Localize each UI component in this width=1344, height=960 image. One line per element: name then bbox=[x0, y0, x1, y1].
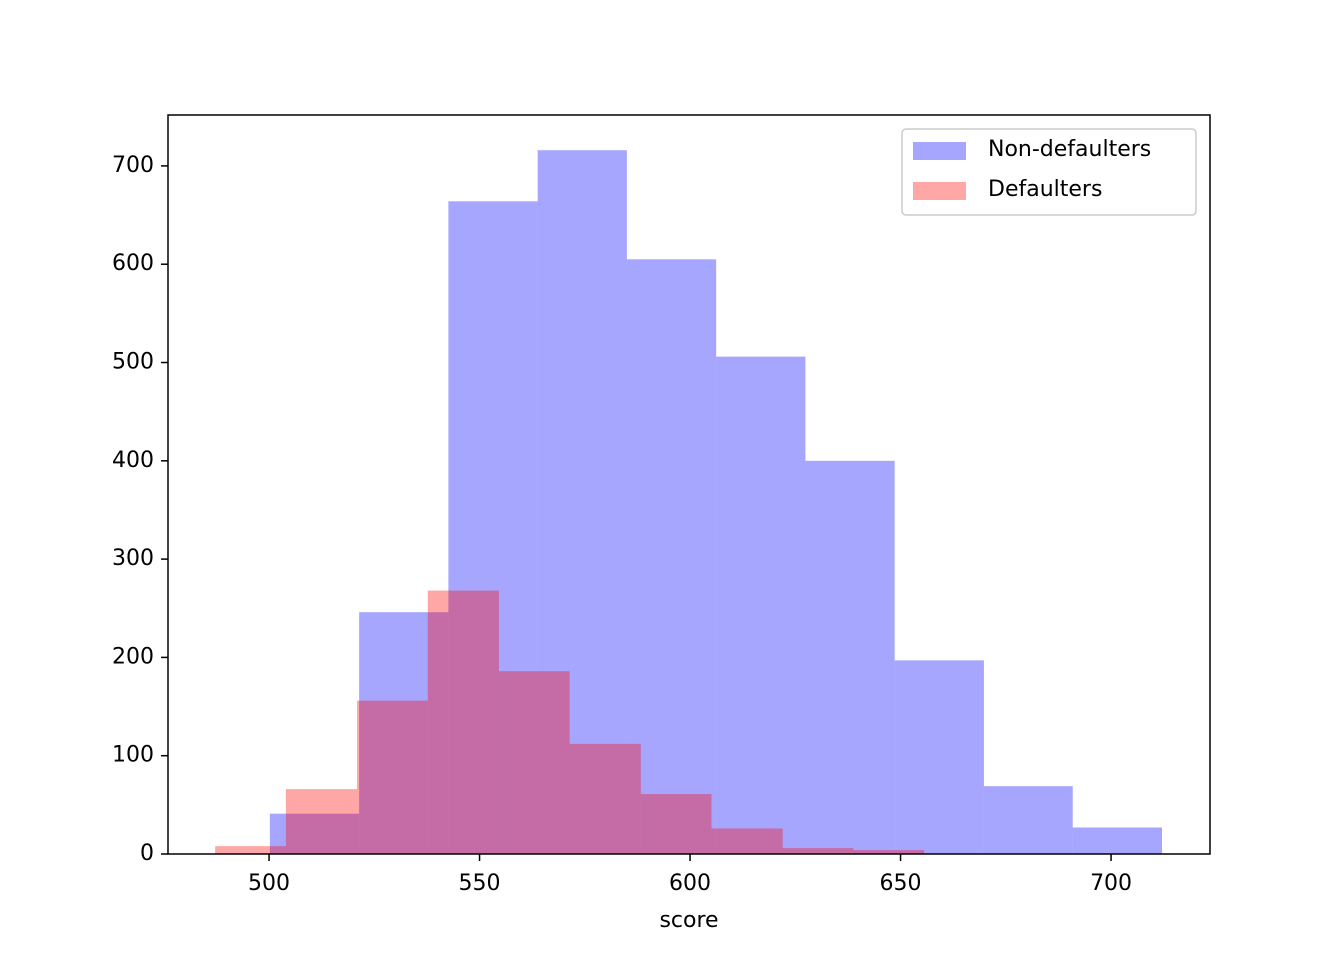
histogram-bar bbox=[569, 743, 641, 854]
histogram-bar bbox=[711, 828, 783, 854]
y-tick-label: 600 bbox=[112, 251, 154, 276]
plot-frame bbox=[167, 114, 1211, 855]
legend-swatch bbox=[913, 142, 966, 160]
legend-label: Defaulters bbox=[988, 177, 1102, 202]
histogram-bar bbox=[782, 848, 854, 854]
histogram-bar bbox=[640, 794, 712, 854]
y-tick-label: 0 bbox=[140, 841, 154, 866]
x-tick-label: 600 bbox=[669, 871, 711, 896]
y-tick-label: 300 bbox=[112, 546, 154, 571]
histogram-bar bbox=[269, 813, 360, 854]
x-tick-label: 550 bbox=[459, 871, 501, 896]
x-axis-label: score bbox=[659, 908, 718, 933]
y-tick-label: 100 bbox=[112, 743, 154, 768]
histogram-bar bbox=[357, 700, 428, 854]
x-tick-label: 500 bbox=[248, 871, 290, 896]
histogram-bar bbox=[805, 460, 895, 854]
histogram-bar bbox=[853, 850, 925, 854]
histogram-bar bbox=[359, 612, 449, 854]
histogram-bar bbox=[894, 660, 984, 854]
legend-swatch bbox=[913, 182, 966, 200]
legend-box bbox=[901, 128, 1197, 216]
legend-label: Non-defaulters bbox=[988, 137, 1151, 162]
y-tick-label: 200 bbox=[112, 644, 154, 669]
histogram-bar bbox=[427, 590, 499, 854]
x-tick-label: 700 bbox=[1090, 871, 1132, 896]
histogram-bar bbox=[716, 356, 806, 854]
y-tick-label: 700 bbox=[112, 153, 154, 178]
histogram-bar bbox=[285, 789, 358, 854]
histogram-bar bbox=[626, 259, 717, 854]
histogram-bar bbox=[983, 786, 1073, 854]
histogram-bar bbox=[215, 846, 286, 854]
y-tick-label: 400 bbox=[112, 448, 154, 473]
histogram-bar bbox=[1072, 827, 1163, 854]
histogram-bar bbox=[537, 150, 627, 854]
histogram-bar bbox=[498, 671, 570, 854]
y-tick-label: 500 bbox=[112, 350, 154, 375]
histogram-bar bbox=[448, 201, 538, 855]
x-tick-label: 650 bbox=[880, 871, 922, 896]
